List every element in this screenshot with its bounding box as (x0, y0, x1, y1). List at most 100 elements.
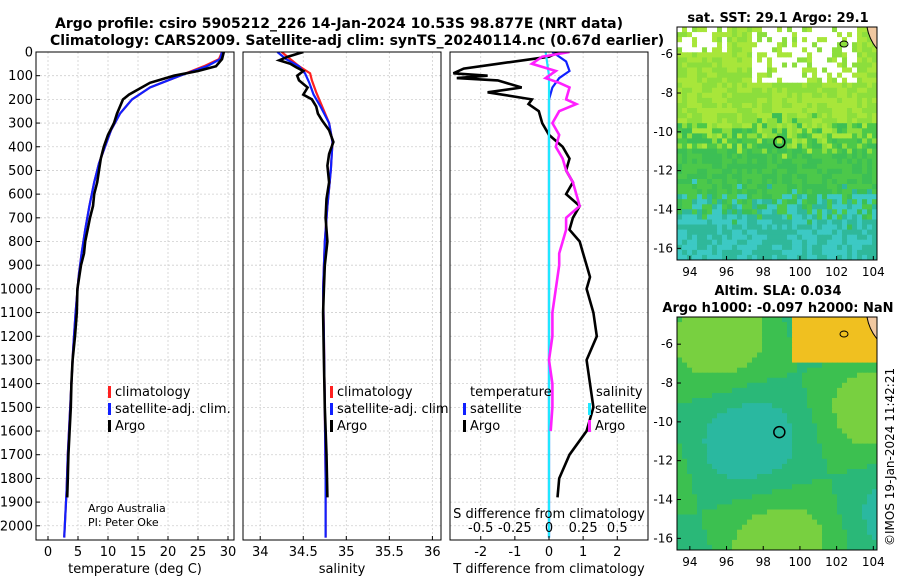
x-tick-label: 34.5 (289, 545, 318, 560)
map-cell (682, 504, 688, 511)
plot-background (243, 52, 441, 540)
y-tick-label: 200 (8, 93, 33, 108)
map-cell (792, 499, 798, 505)
map-cell (842, 479, 848, 485)
map-cell (722, 163, 728, 170)
map-cell (737, 327, 743, 333)
map-cell (852, 128, 858, 134)
map-cell (807, 249, 813, 256)
map-cell (752, 367, 758, 374)
map-cell (712, 377, 718, 384)
map-cell (747, 143, 753, 150)
map-cell (777, 332, 783, 338)
map-cell (752, 138, 758, 145)
map-cell (747, 494, 753, 500)
map-cell (847, 377, 853, 384)
map-cell (677, 504, 683, 511)
map-cell (772, 352, 778, 359)
map-cell (822, 148, 828, 155)
map-cell (687, 224, 693, 231)
map-cell (777, 184, 783, 190)
map-cell (697, 229, 703, 236)
map-cell (862, 143, 868, 150)
map-cell (702, 103, 708, 109)
map-cell (802, 27, 808, 33)
map-cell (727, 62, 733, 69)
map-cell (792, 453, 798, 460)
map-cell (842, 418, 848, 424)
map-cell (797, 138, 803, 145)
map-cell (747, 524, 753, 531)
map-cell (782, 214, 788, 221)
map-cell (812, 179, 818, 185)
map-cell (732, 443, 738, 450)
map-cell (742, 463, 748, 470)
map-cell (717, 362, 723, 369)
map-cell (792, 403, 798, 409)
map-cell (747, 377, 753, 384)
map-cell (712, 92, 718, 99)
map-cell (752, 327, 758, 333)
map-cell (867, 448, 873, 455)
map-cell (852, 469, 858, 475)
map-cell (852, 494, 858, 500)
map-cell (772, 173, 778, 180)
map-cell (797, 97, 803, 104)
map-cell (782, 514, 788, 521)
map-cell (847, 204, 853, 210)
map-cell (852, 357, 858, 364)
map-cell (677, 377, 683, 384)
map-cell (712, 433, 718, 440)
map-cell (802, 539, 808, 546)
map-cell (752, 377, 758, 384)
map-cell (697, 108, 703, 114)
map-cell (682, 153, 688, 160)
map-cell (817, 367, 823, 374)
map-cell (717, 77, 723, 84)
map-cell (782, 229, 788, 236)
map-cell (862, 77, 868, 84)
map-cell (722, 32, 728, 38)
map-cell (782, 32, 788, 38)
map-cell (842, 453, 848, 460)
map-cell (802, 322, 808, 328)
map-cell (737, 337, 743, 343)
map-cell (692, 163, 698, 170)
map-cell (742, 77, 748, 84)
map-cell (797, 357, 803, 364)
map-cell (712, 534, 718, 541)
map-cell (832, 534, 838, 541)
map-cell (862, 504, 868, 511)
map-cell (687, 463, 693, 470)
map-cell (752, 433, 758, 440)
map-cell (872, 433, 877, 440)
map-cell (757, 244, 763, 251)
map-cell (807, 534, 813, 541)
map-cell (847, 184, 853, 190)
map-cell (847, 408, 853, 414)
map-cell (767, 52, 773, 58)
map-cell (762, 97, 768, 104)
map-cell (847, 382, 853, 389)
legend-swatch (108, 420, 111, 432)
map-cell (687, 317, 693, 323)
map-cell (747, 484, 753, 490)
map-cell (812, 189, 818, 195)
map-cell (732, 489, 738, 495)
map-cell (682, 163, 688, 170)
map-cell (727, 108, 733, 114)
map-cell (682, 458, 688, 465)
map-cell (842, 92, 848, 99)
map-cell (782, 317, 788, 323)
map-cell (727, 143, 733, 150)
map-cell (857, 82, 863, 89)
map-cell (787, 189, 793, 195)
map-cell (867, 184, 873, 190)
map-cell (687, 387, 693, 394)
map-cell (847, 163, 853, 170)
map-cell (687, 173, 693, 180)
map-cell (692, 153, 698, 160)
map-cell (752, 189, 758, 195)
map-cell (762, 37, 768, 43)
map-cell (812, 249, 818, 256)
